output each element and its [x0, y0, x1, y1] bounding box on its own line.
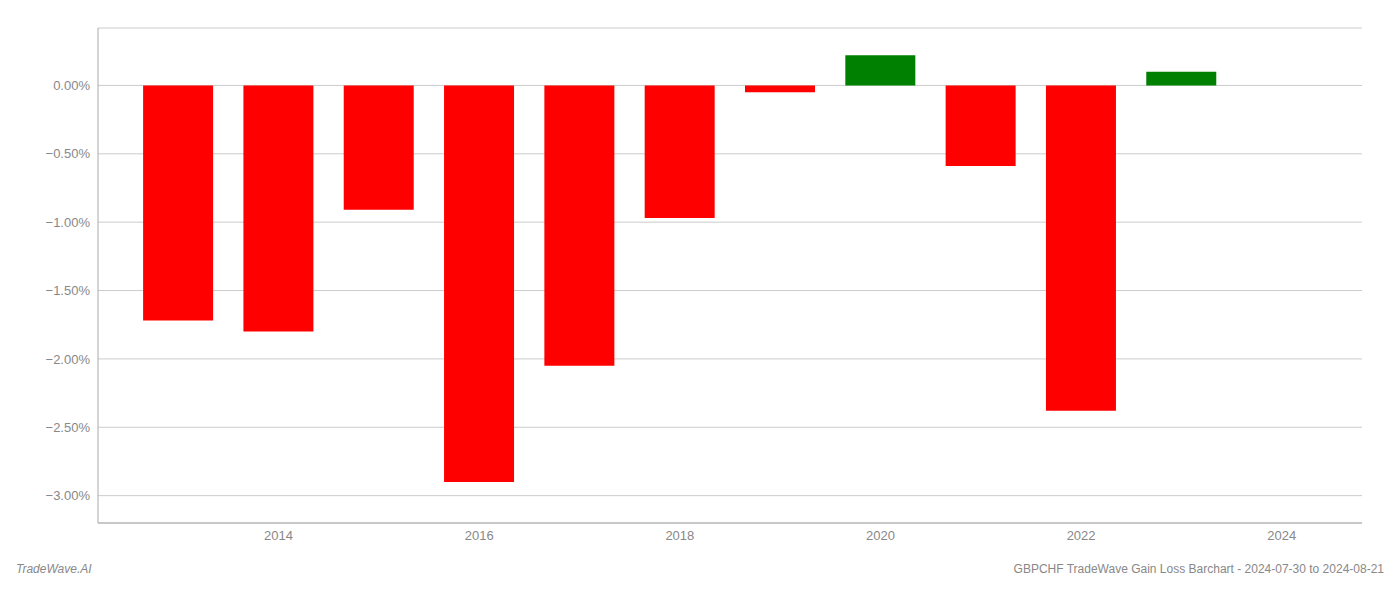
svg-text:−2.50%: −2.50% [46, 420, 91, 435]
svg-text:−2.00%: −2.00% [46, 352, 91, 367]
svg-text:0.00%: 0.00% [53, 78, 90, 93]
svg-text:−1.00%: −1.00% [46, 215, 91, 230]
svg-text:2020: 2020 [866, 528, 895, 543]
svg-text:2018: 2018 [665, 528, 694, 543]
svg-text:2016: 2016 [465, 528, 494, 543]
html-text:GBPCHF TradeWave Gain Loss Bar: GBPCHF TradeWave Gain Loss Barchart - 20… [1013, 562, 1384, 576]
html-text:TradeWave.AI: TradeWave.AI [16, 562, 92, 576]
svg-text:−1.50%: −1.50% [46, 283, 91, 298]
svg-text:2024: 2024 [1267, 528, 1296, 543]
svg-text:−0.50%: −0.50% [46, 146, 91, 161]
svg-text:2014: 2014 [264, 528, 293, 543]
svg-text:−3.00%: −3.00% [46, 488, 91, 503]
svg-text:2022: 2022 [1067, 528, 1096, 543]
